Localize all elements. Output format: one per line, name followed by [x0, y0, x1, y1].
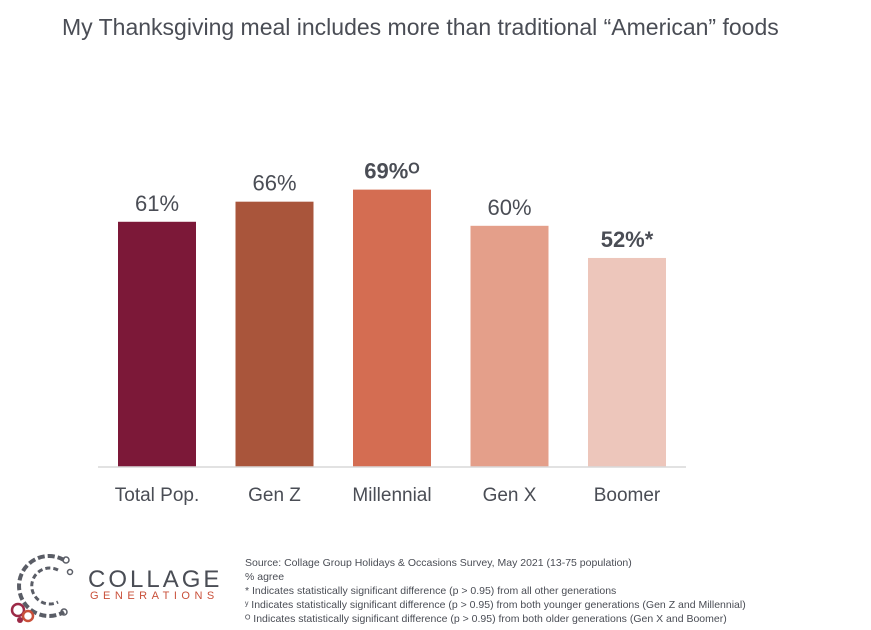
category-label-gen-z: Gen Z	[248, 485, 301, 506]
category-label-millennial: Millennial	[352, 485, 431, 506]
category-label-total-pop: Total Pop.	[115, 485, 200, 506]
bar-millennial	[353, 189, 431, 467]
value-label-total-pop: 61%	[135, 191, 179, 216]
category-label-gen-x: Gen X	[483, 485, 537, 506]
bar-chart: 61% Total Pop. 66% Gen Z 69%ᴼ Millennial 60% Ge…	[98, 159, 686, 506]
logo-wordmark: COLLAGE	[88, 566, 223, 593]
value-label-millennial: 69%ᴼ	[364, 159, 419, 184]
measure-note: % agree	[245, 571, 285, 583]
significance-note-all: * Indicates statistically significant di…	[245, 585, 617, 597]
footnotes: Source: Collage Group Holidays & Occasio…	[245, 556, 865, 626]
bar-gen-x	[470, 225, 549, 467]
value-label-boomer: 52%*	[601, 227, 654, 252]
collage-generations-logo: COLLAGE GENERATIONS	[6, 546, 226, 626]
significance-note-older: ᴼ Indicates statistically significant di…	[245, 613, 727, 625]
bar-boomer	[588, 257, 666, 467]
category-label-boomer: Boomer	[594, 485, 661, 506]
bar-total-pop	[118, 221, 196, 467]
value-label-gen-z: 66%	[252, 171, 296, 196]
chart-title: My Thanksgiving meal includes more than …	[62, 14, 779, 40]
bar-gen-z	[235, 201, 314, 467]
logo-subtitle: GENERATIONS	[90, 590, 219, 602]
value-label-gen-x: 60%	[487, 195, 531, 220]
significance-note-younger: ʸ Indicates statistically significant di…	[245, 599, 746, 611]
source-note: Source: Collage Group Holidays & Occasio…	[245, 557, 632, 569]
collage-logo-icon	[10, 554, 74, 623]
